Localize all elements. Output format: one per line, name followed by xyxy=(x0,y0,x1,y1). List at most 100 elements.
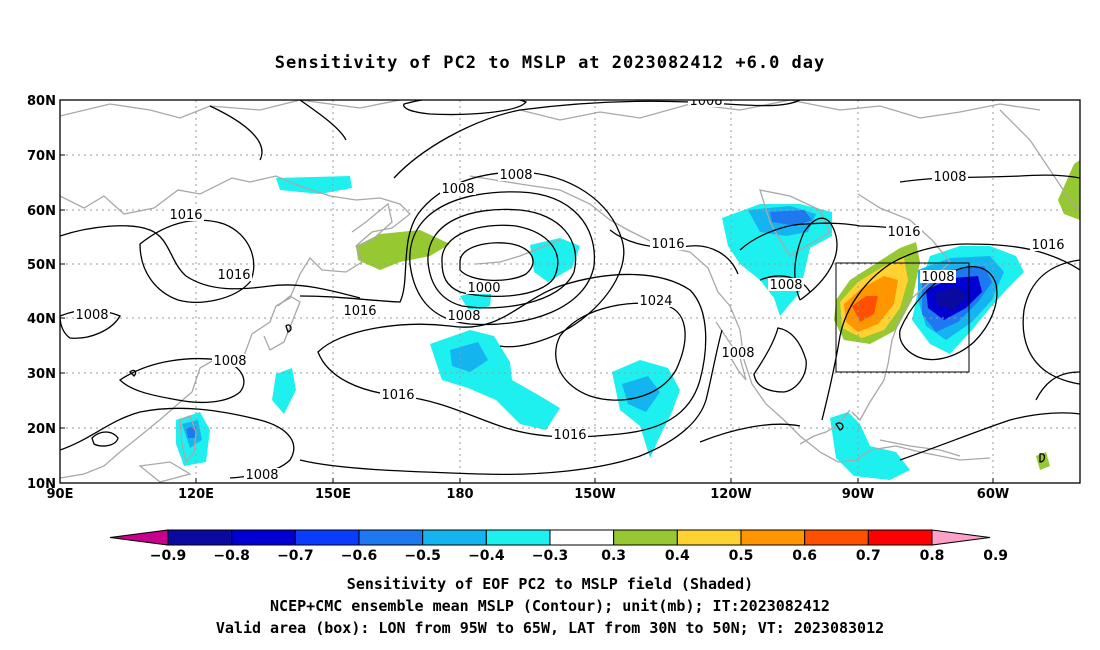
caption-line-2: NCEP+CMC ensemble mean MSLP (Contour); u… xyxy=(270,597,830,615)
colorbar-swatch xyxy=(358,529,424,546)
lon-label: 60W xyxy=(977,487,1009,502)
lon-label: 150E xyxy=(315,487,351,502)
figure-title: Sensitivity of PC2 to MSLP at 2023082412… xyxy=(275,53,826,73)
coast-alaska xyxy=(469,175,991,463)
contour-label-bg xyxy=(74,308,110,321)
shade-green-bering xyxy=(356,230,450,270)
contour-1016-east xyxy=(821,243,1080,421)
mslp-contours xyxy=(60,100,1080,479)
colorbar-swatch xyxy=(613,529,678,546)
colorbar-label: −0.8 xyxy=(213,548,250,564)
colorbar: −0.9 −0.8 −0.7 −0.6 −0.5 −0.4 −0.3 0.3 0.4 0.5 0.6… xyxy=(109,529,1008,564)
colorbar-label: 0.7 xyxy=(856,548,881,564)
shade-lightblue-hawaii xyxy=(622,376,660,412)
contour-small-3 xyxy=(285,324,292,333)
contour-label: 1008 xyxy=(933,170,966,185)
colorbar-swatch xyxy=(422,529,487,546)
contour-label: 1024 xyxy=(639,294,672,309)
contour-label-bg xyxy=(216,268,252,281)
colorbar-label: 0.8 xyxy=(920,548,945,564)
contour-small-4 xyxy=(1039,453,1046,463)
coast-hudson-bay xyxy=(759,189,831,257)
colorbar-swatch xyxy=(740,529,806,546)
colorbar-label: 0.3 xyxy=(601,548,626,564)
lon-label: 180 xyxy=(446,487,473,502)
map-panel: 1008 1008 1008 1008 1016 1016 1016 1016 1008 1000… xyxy=(27,94,1081,502)
shade-cyan-gulf xyxy=(830,412,910,480)
contour-label-bg xyxy=(168,208,204,221)
contour-label: 1008 xyxy=(447,309,480,324)
contour-label-bg xyxy=(380,388,416,401)
colorbar-label: −0.7 xyxy=(277,548,314,564)
coast-japan xyxy=(263,295,301,351)
contour-low-1000 xyxy=(459,242,534,282)
contour-label-bg xyxy=(244,468,280,481)
coast-labrador xyxy=(851,193,951,422)
contour-label-bg xyxy=(650,237,686,250)
colorbar-label: −0.4 xyxy=(468,548,505,564)
colorbar-label: −0.3 xyxy=(532,548,569,564)
colorbar-label: −0.9 xyxy=(150,548,187,564)
contour-label-bg xyxy=(638,294,674,307)
coast-philippines xyxy=(179,415,197,464)
contour-label: 1008 xyxy=(245,468,278,483)
lon-label: 120W xyxy=(710,487,751,502)
coast-florida-gulf xyxy=(799,409,851,445)
contour-1016-hawaii xyxy=(699,423,801,443)
contour-1016-atl-east xyxy=(1022,259,1080,385)
contour-1016-caribbean xyxy=(899,412,1080,461)
contour-label-bg xyxy=(768,278,804,291)
colorbar-label: 0.6 xyxy=(792,548,817,564)
contour-label: 1016 xyxy=(651,237,684,252)
lat-label: 20N xyxy=(27,422,56,437)
colorbar-label: 0.5 xyxy=(729,548,754,564)
valid-area-box xyxy=(835,262,970,373)
coast-asia-east xyxy=(60,175,411,479)
contour-1008-us xyxy=(794,217,838,301)
contour-1008-greenland xyxy=(899,174,1080,183)
contour-label: 1016 xyxy=(553,428,586,443)
coast-kamchatka xyxy=(351,202,393,247)
contour-1016-top xyxy=(209,100,347,161)
contour-small-1 xyxy=(129,369,137,377)
coast-borneo xyxy=(138,461,192,483)
contour-labels: 1008 1008 1008 1008 1016 1016 1016 1016 1008 1000… xyxy=(74,94,1066,483)
contour-label: 1016 xyxy=(887,225,920,240)
contour-1008-top-loop xyxy=(403,100,528,116)
contour-1008-phil xyxy=(91,431,119,447)
contour-label-bg xyxy=(498,168,534,181)
coast-aleutians xyxy=(475,239,561,265)
shade-blue-hudson xyxy=(770,210,812,226)
contour-label: 1008 xyxy=(75,308,108,323)
contour-label: 1016 xyxy=(217,268,250,283)
contour-label: 1008 xyxy=(499,168,532,183)
colorbar-swatch xyxy=(167,529,233,546)
contour-label-bg xyxy=(720,346,756,359)
contour-1008-bottom xyxy=(60,407,295,479)
lon-label: 90W xyxy=(842,487,874,502)
colorbar-label: −0.6 xyxy=(341,548,378,564)
contour-label: 1008 xyxy=(689,94,722,109)
contour-label: 1016 xyxy=(169,208,202,223)
shade-navy-atlantic xyxy=(934,286,968,310)
lat-label: 40N xyxy=(27,312,56,327)
contour-label-bg xyxy=(440,182,476,195)
colorbar-swatch xyxy=(294,529,360,546)
contour-1016-right-loop xyxy=(1035,371,1080,401)
coast-greenland xyxy=(999,109,1080,211)
colorbar-swatch xyxy=(676,529,742,546)
contour-label: 1008 xyxy=(441,182,474,197)
contour-1008-top xyxy=(393,100,801,179)
contour-low-1000b xyxy=(441,224,559,298)
contour-label-bg xyxy=(552,428,588,441)
coast-cuba xyxy=(879,439,961,457)
contour-label: 1008 xyxy=(769,278,802,293)
colorbar-swatch xyxy=(804,529,869,546)
lon-label: 90E xyxy=(47,487,74,502)
shade-cyan-kamchatka xyxy=(276,176,352,194)
map-frame xyxy=(59,99,1081,484)
contour-low-1008-a xyxy=(427,208,577,309)
contour-1008-mongolia xyxy=(118,358,245,404)
contour-1008-lab xyxy=(759,275,811,293)
